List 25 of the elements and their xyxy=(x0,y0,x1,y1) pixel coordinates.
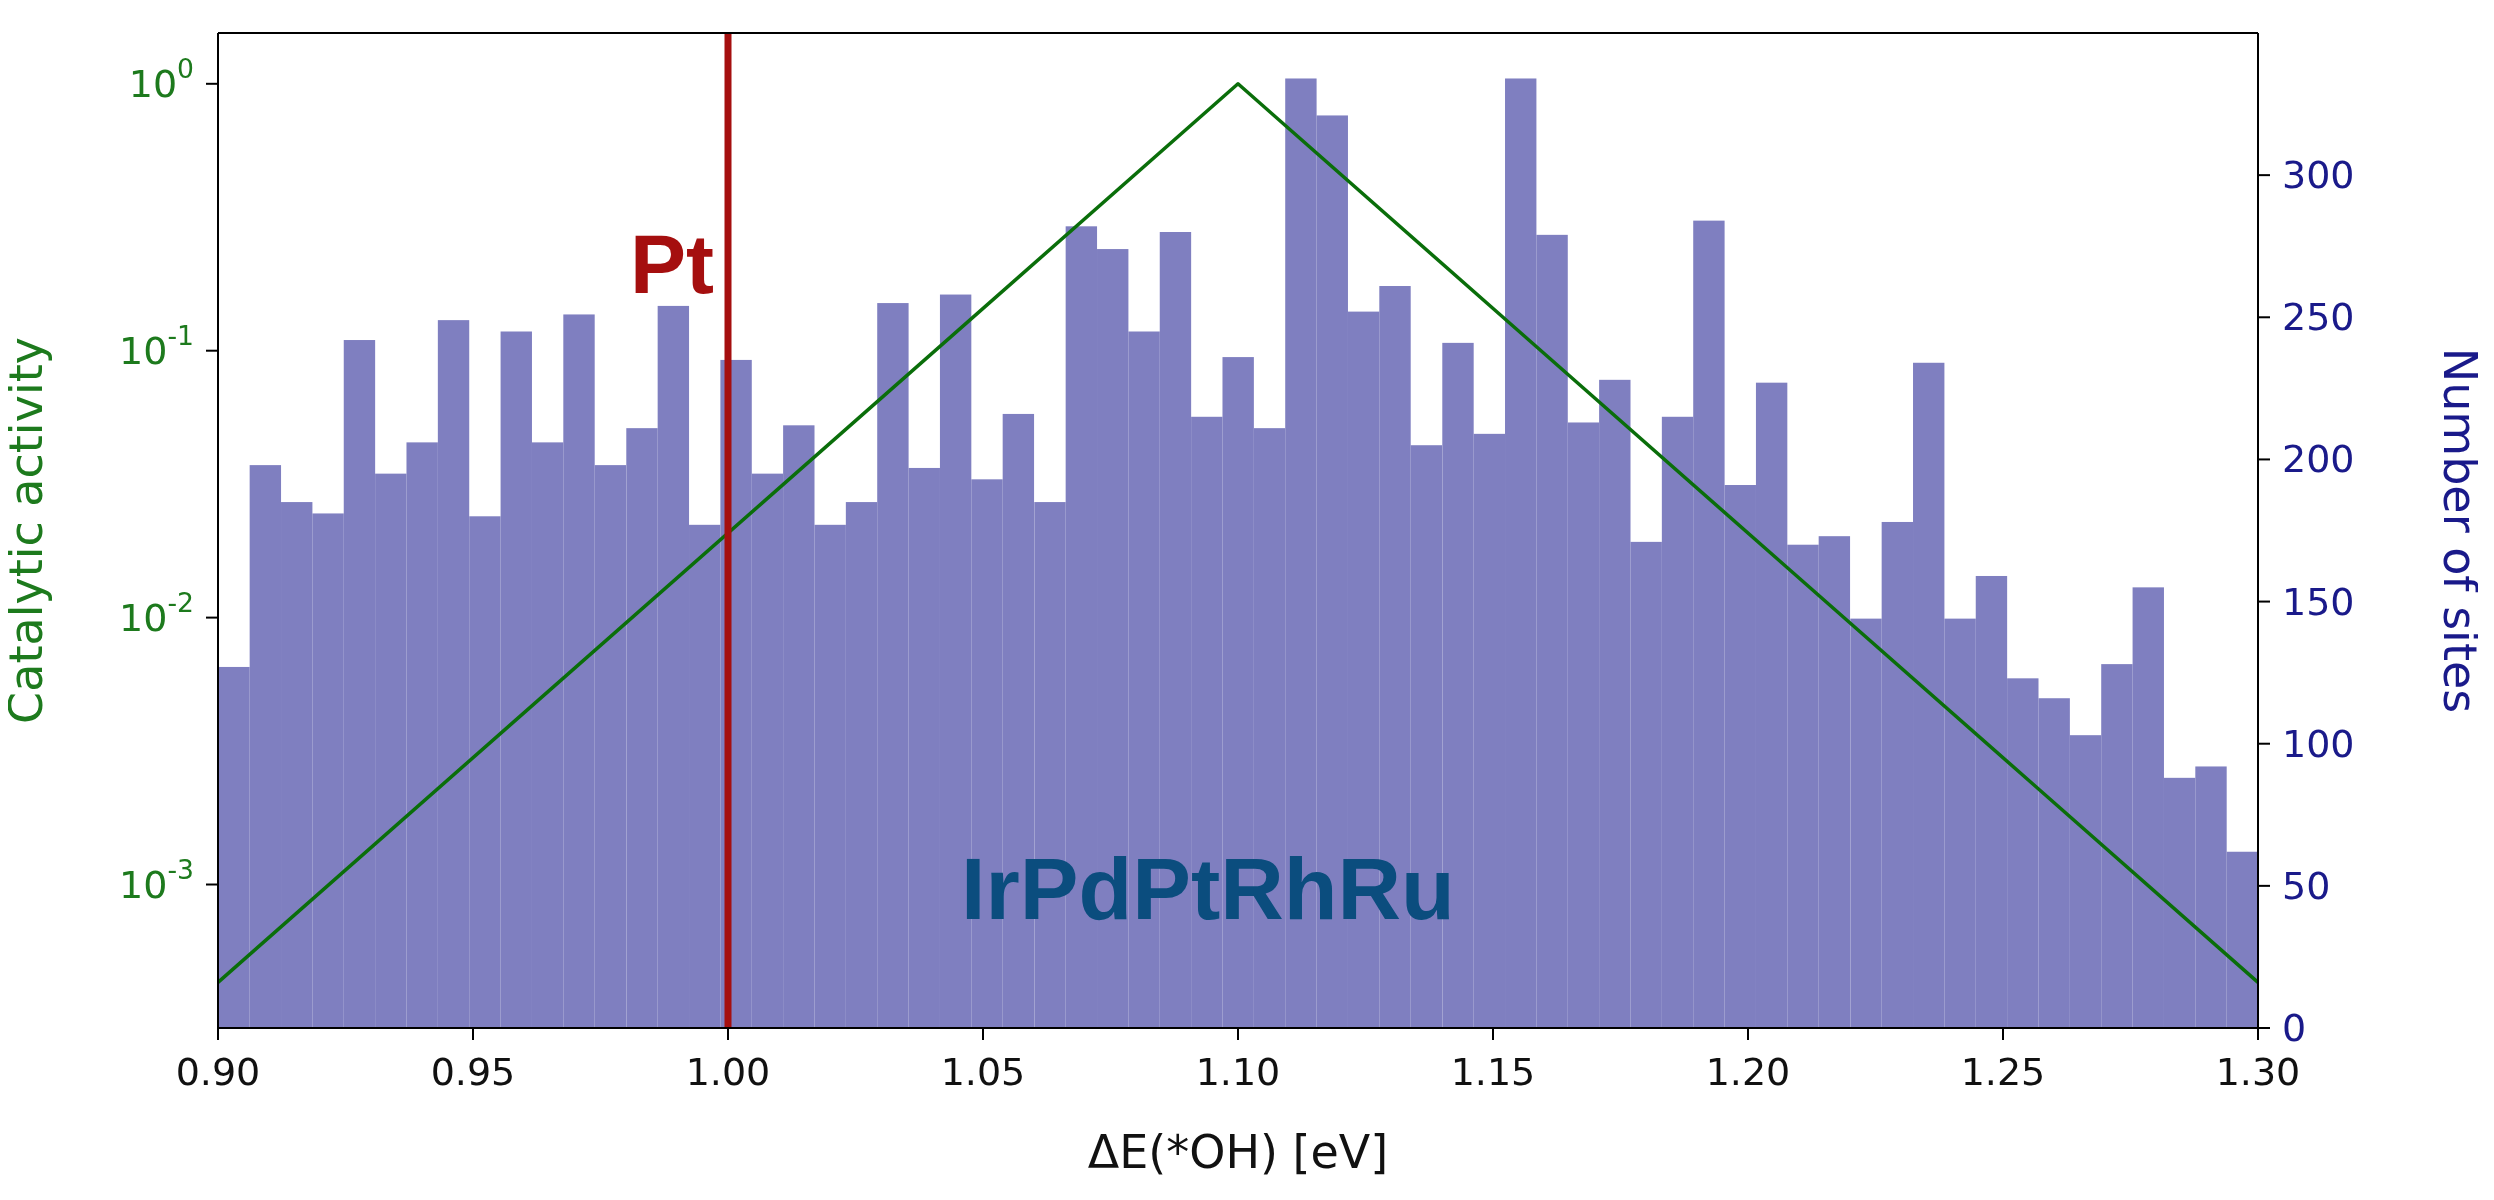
x-tick-label: 0.90 xyxy=(175,1050,261,1094)
x-tick-label: 1.30 xyxy=(2215,1050,2301,1094)
x-tick-label: 1.00 xyxy=(685,1050,771,1094)
y2-tick-label: 200 xyxy=(2282,437,2355,482)
y-tick-label: 10$^{0}$ xyxy=(128,52,194,106)
y2-tick-label: 300 xyxy=(2282,153,2355,198)
x-axis-title: ΔE(*OH) [eV] xyxy=(1087,1125,1389,1179)
y2-tick-label: 100 xyxy=(2282,721,2355,766)
y-tick-label: 10$^{-1}$ xyxy=(119,319,194,373)
x-tick-label: 1.25 xyxy=(1960,1050,2046,1094)
annotation: IrPdPtRhRu xyxy=(961,838,1455,940)
y2-axis-title: Number of sites xyxy=(2432,347,2487,714)
y2-tick-label: 0 xyxy=(2282,1006,2307,1050)
y-axis-title: Catalytic activity xyxy=(0,337,54,724)
y-tick-label: 10$^{-2}$ xyxy=(119,586,194,640)
x-tick-label: 1.20 xyxy=(1705,1050,1791,1094)
ref-line-label: Pt xyxy=(630,217,714,311)
x-tick-label: 0.95 xyxy=(430,1050,516,1094)
y-tick-label: 10$^{-3}$ xyxy=(119,853,194,907)
y2-tick-label: 250 xyxy=(2282,295,2355,340)
x-tick-label: 1.05 xyxy=(940,1050,1026,1094)
y2-tick-label: 50 xyxy=(2282,863,2331,908)
y2-tick-label: 150 xyxy=(2282,579,2355,624)
x-tick-label: 1.15 xyxy=(1450,1050,1536,1094)
x-tick-label: 1.10 xyxy=(1195,1050,1281,1094)
